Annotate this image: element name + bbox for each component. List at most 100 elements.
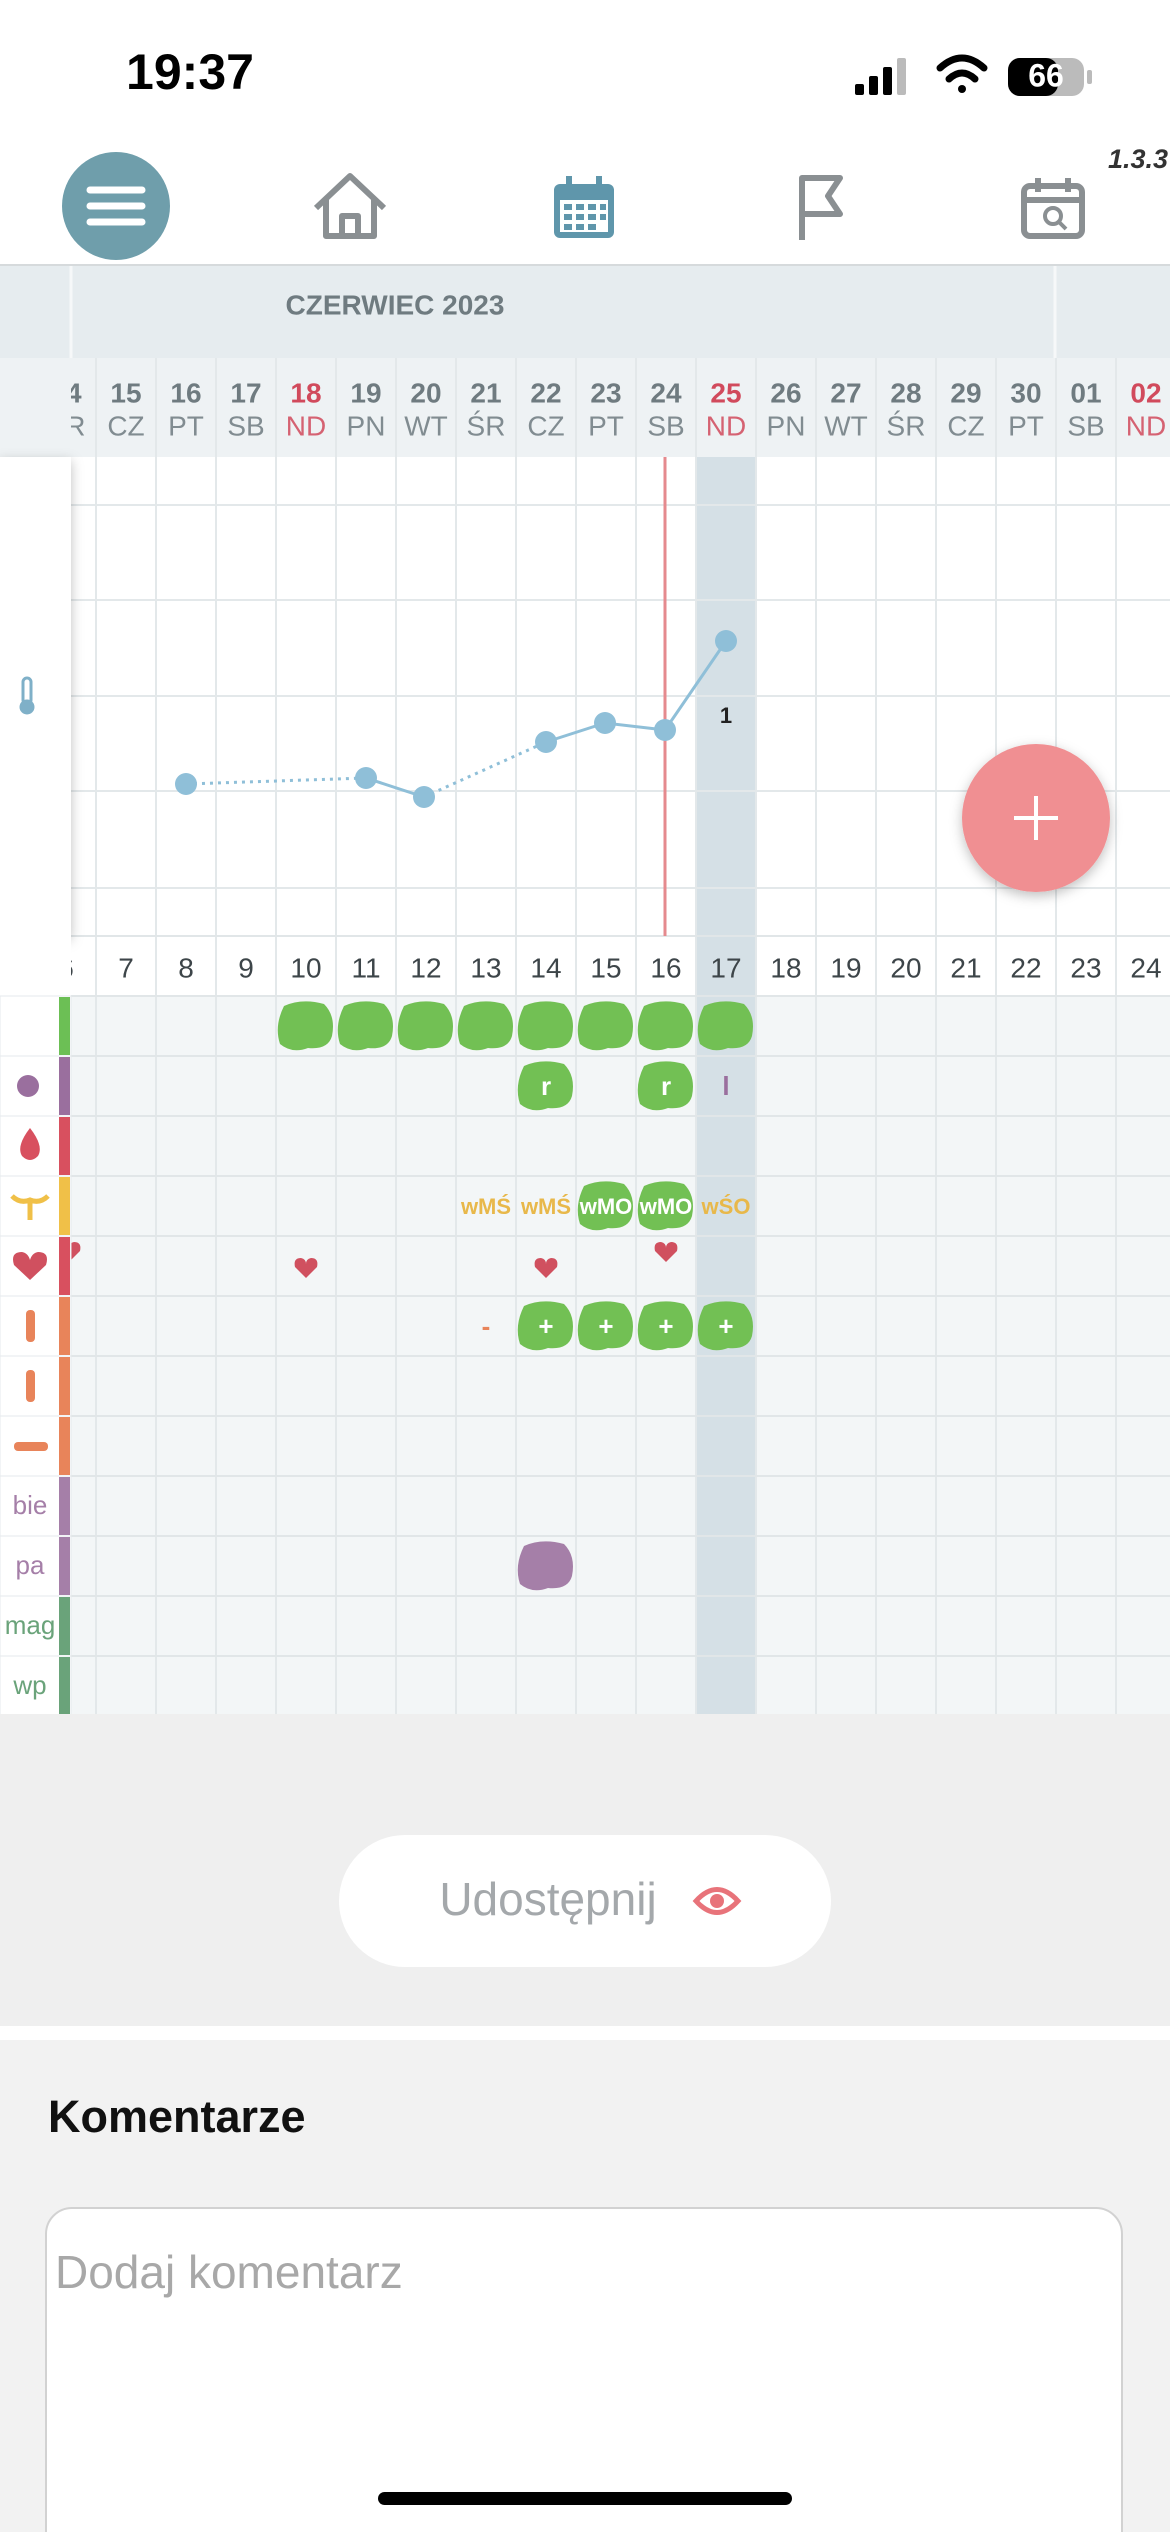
temperature-line [175,630,737,808]
observation-blob [577,1301,633,1351]
day-date: 18 [290,377,321,408]
add-icon [1014,796,1058,840]
heart-icon [71,1242,81,1260]
day-weekday: PT [168,410,204,441]
day-date: 17 [230,377,261,408]
separator [0,2026,1170,2040]
test-icon [26,1370,35,1402]
observation-text: wŚO [701,1194,751,1219]
calendar-button[interactable] [554,176,614,238]
observation-text: wMŚ [520,1194,571,1219]
observation-blob [637,1061,693,1111]
day-weekday: CZ [527,410,564,441]
test-icon [26,1310,35,1342]
cycle-day: 16 [650,952,681,983]
battery-tip [1087,70,1092,84]
share-label: Udostępnij [439,1873,656,1925]
row-color-strip [59,1477,70,1535]
thermometer-icon [19,676,35,715]
row-label: bie [13,1490,48,1520]
day-weekday: ŚR [467,409,506,441]
observation-text: wMO [579,1194,633,1219]
observation-text: - [482,1311,491,1341]
eye-icon [692,1887,742,1915]
row-label: pa [16,1550,45,1580]
chart-side [0,457,71,936]
cycle-day: 14 [530,952,561,983]
observation-text: + [598,1311,613,1341]
row-color-strip [59,1057,70,1115]
day-date: 16 [170,377,201,408]
row-color-strip [59,1417,70,1475]
row-label: wp [12,1670,46,1700]
cycle-day: 18 [770,952,801,983]
comment-input[interactable] [45,2207,1123,2532]
row-labels: bie pa mag wp [0,995,72,1717]
day-weekday: CZ [107,410,144,441]
comment-placeholder: Dodaj komentarz [55,2246,403,2298]
observation-text: + [718,1311,733,1341]
flag-button[interactable] [799,175,843,240]
observation-text: r [661,1071,671,1101]
battery-level [1008,58,1058,96]
day-weekday: ND [286,410,326,441]
day-weekday: PT [1008,410,1044,441]
row-color-strip [59,1237,70,1295]
day-weekday: SB [1067,410,1104,441]
cycle-day: 19 [830,952,861,983]
row-color-strip [59,1117,70,1175]
cycle-day: 23 [1070,952,1101,983]
day-date: 20 [410,377,441,408]
cervix-icon [10,1194,50,1220]
cycle-day: 9 [238,952,254,983]
cycle-day: 10 [290,952,321,983]
home-indicator [378,2492,792,2505]
cycle-day: 12 [410,952,441,983]
row-label: mag [5,1610,56,1640]
day-date: 28 [890,377,921,408]
day-weekday: WT [824,410,868,441]
test-icon [14,1442,48,1451]
share-button[interactable] [339,1835,831,1967]
cycle-day: 13 [470,952,501,983]
battery-text: 66 [1028,57,1064,93]
day-weekday: PT [588,410,624,441]
cycle-day: 11 [351,952,380,983]
heart-icon [654,1242,678,1262]
home-button[interactable] [313,173,387,239]
status-time: 19:37 [126,44,254,100]
day-weekday: SB [647,410,684,441]
observation-text: + [658,1311,673,1341]
calendar-search-button[interactable] [1021,178,1085,239]
day-weekday: SB [227,410,264,441]
observation-blob [397,1001,453,1051]
month-header [0,266,1170,358]
row-color-strip [59,1177,70,1235]
observation-blob [637,1301,693,1351]
day-date: 25 [710,377,741,408]
observation-blob [637,1181,693,1231]
row-color-strip [59,1537,70,1595]
date-header [0,358,1170,457]
grid: 14ŚR15CZ16PT17SB18ND19PN20WT21ŚR22CZ23PT… [71,358,1170,1716]
day-date: 30 [1010,377,1041,408]
day-date: 15 [110,377,141,408]
observation-text: wMŚ [460,1194,511,1219]
cycle-day: 24 [1130,952,1161,983]
day-date: 26 [770,377,801,408]
day-date: 27 [830,377,861,408]
observation-blob [577,1181,633,1231]
day-date: 24 [650,377,682,408]
day-weekday: ND [706,410,746,441]
symptom-icon [17,1075,39,1097]
cycle-day: 15 [590,952,621,983]
cycle-day: 8 [178,952,194,983]
cycle-day: 22 [1010,952,1041,983]
observation-text: + [538,1311,553,1341]
heart-icon [13,1252,47,1280]
day-weekday: CZ [947,410,984,441]
today-column [696,457,755,1714]
observation-blob [277,1001,333,1051]
drop-icon [20,1128,40,1160]
day-weekday: WT [404,410,448,441]
